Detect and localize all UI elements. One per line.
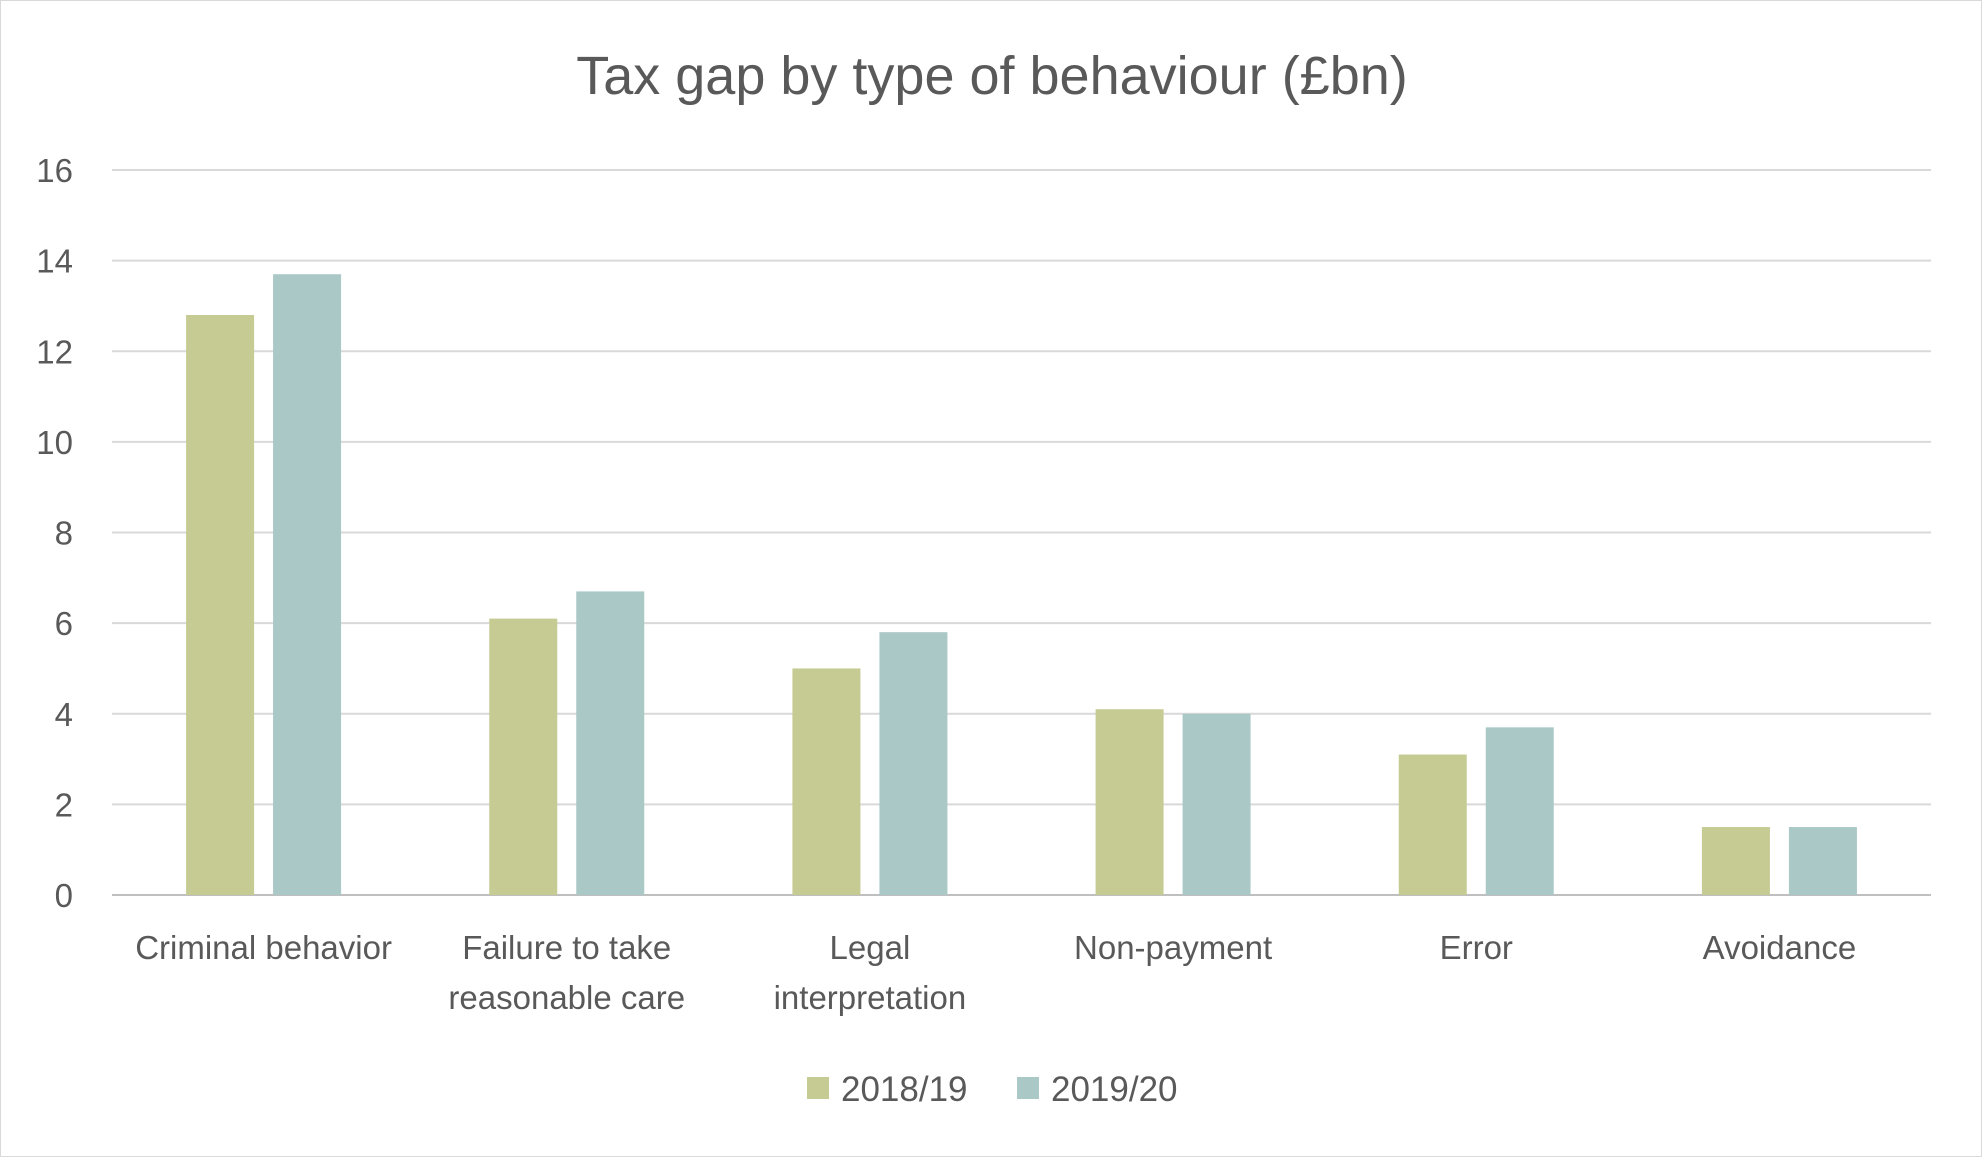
y-tick-label: 0 [55,877,73,914]
x-category-line: interpretation [774,979,967,1016]
x-category-label: Avoidance [1703,929,1857,966]
legend-label: 2018/19 [841,1070,968,1109]
bar-2018-19-0 [186,315,255,895]
bar-2019-20-4 [1485,727,1554,895]
bar-2018-19-1 [489,618,558,895]
bar-2018-19-4 [1398,754,1467,895]
x-category-label: Failure to take reasonable care [448,929,685,1016]
x-category-label: Criminal behavior [135,929,392,966]
bar-2018-19-3 [1095,709,1164,895]
bar-layer [186,274,1857,895]
x-category-line: Criminal behavior [135,929,392,966]
y-axis-ticks: 0 2 4 6 8 10 12 14 16 [36,152,73,914]
bar-2018-19-2 [792,668,861,895]
grid-layer [112,169,1931,896]
legend: 2018/19 2019/20 [807,1070,1178,1109]
legend-swatch [1017,1077,1039,1099]
y-tick-label: 10 [36,424,73,461]
x-category-line: Failure to take [462,929,671,966]
chart-title: Tax gap by type of behaviour (£bn) [576,46,1408,106]
y-tick-label: 4 [55,696,73,733]
x-axis-categories: Criminal behavior Failure to take reasonab… [135,929,1856,1016]
bar-2019-20-1 [576,591,645,895]
y-tick-label: 12 [36,333,73,370]
x-category-label: Legal interpretation [774,929,967,1016]
x-category-line: reasonable care [448,979,685,1016]
y-tick-label: 2 [55,786,73,823]
x-category-line: Non-payment [1074,929,1272,966]
y-tick-label: 16 [36,152,73,189]
x-category-line: Error [1440,929,1513,966]
bar-2019-20-3 [1182,713,1251,895]
bar-2019-20-2 [879,632,948,895]
x-category-label: Error [1440,929,1513,966]
legend-label: 2019/20 [1051,1070,1178,1109]
bar-2018-19-5 [1701,827,1770,895]
x-category-label: Non-payment [1074,929,1272,966]
y-tick-label: 8 [55,515,73,552]
x-category-line: Legal [830,929,911,966]
y-tick-label: 6 [55,605,73,642]
bar-2019-20-5 [1788,827,1857,895]
y-tick-label: 14 [36,243,73,280]
x-category-line: Avoidance [1703,929,1857,966]
legend-swatch [807,1077,829,1099]
bar-2019-20-0 [273,274,342,895]
